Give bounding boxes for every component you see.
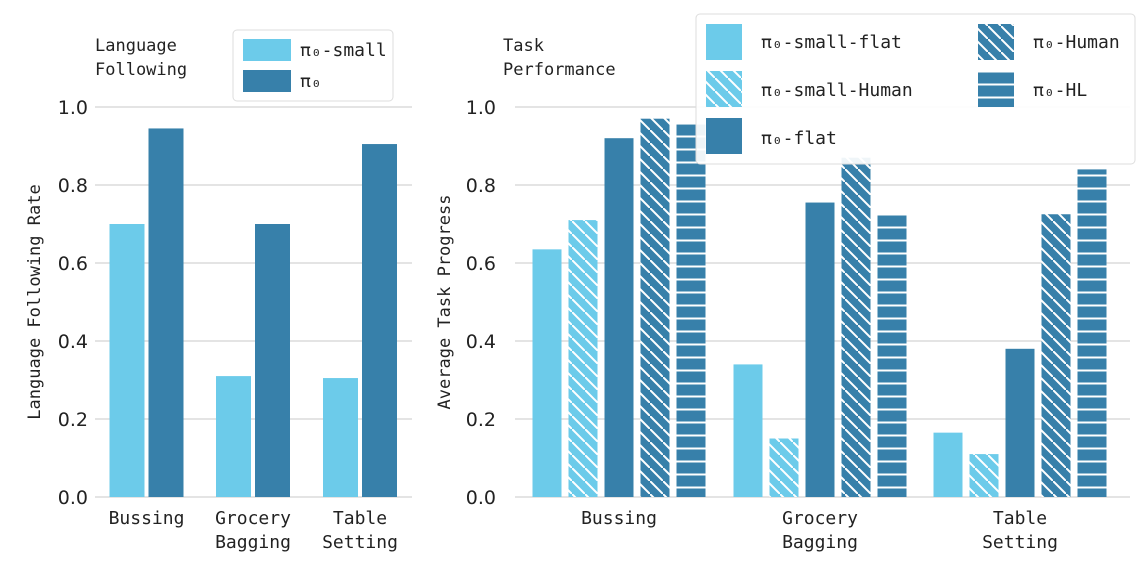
bar-pi0-flat: [805, 202, 835, 498]
bar-pi0-flat: [604, 138, 634, 497]
legend-box: [695, 13, 1136, 165]
bar-pi0-small-human: [568, 220, 598, 497]
chart-title: Performance: [503, 60, 616, 80]
x-tick-label: Grocery: [215, 508, 291, 529]
bar-pi0-small-flat: [733, 364, 763, 497]
y-tick-label: 0.4: [58, 331, 88, 353]
bar-pi0-flat: [1005, 348, 1035, 497]
x-tick-label: Bussing: [109, 508, 185, 529]
bar-pi0-small-flat: [933, 432, 963, 497]
x-tick-label: Grocery: [782, 508, 858, 529]
bar-pi0-human: [841, 157, 871, 497]
legend-swatch-pi0-small: [243, 39, 291, 61]
bar-pi0: [362, 144, 397, 498]
y-tick-label: 0.8: [466, 175, 496, 197]
y-tick-label: 0.2: [58, 409, 88, 431]
x-tick-label: Bagging: [215, 532, 291, 553]
x-tick-label: Setting: [982, 532, 1058, 553]
bar-pi0-small-flat: [532, 249, 562, 497]
y-tick-label: 0.0: [58, 487, 88, 509]
bar-pi0-small: [109, 224, 145, 497]
language-following-panel: 0.0 0.2 0.4 0.6 0.8 1.0 Language Following Rat…: [25, 29, 412, 553]
bar-pi0-small-human: [969, 454, 999, 497]
y-tick-label: 1.0: [466, 97, 496, 119]
x-tick-label: Table: [993, 508, 1047, 529]
bar-pi0-small-human: [769, 438, 799, 497]
legend-label-pi0-hl: π₀-HL: [1033, 80, 1087, 101]
legend-swatch-pi0-hl: [978, 71, 1014, 107]
legend-swatch-pi0-small-flat: [706, 24, 742, 60]
legend-swatch-pi0: [243, 70, 291, 92]
legend-swatch-pi0-flat: [706, 118, 742, 154]
x-tick-label: Table: [333, 508, 387, 529]
bar-pi0-human: [640, 118, 670, 497]
y-tick-label: 0.6: [466, 253, 496, 275]
chart-title: Language: [95, 36, 177, 56]
bar-pi0-small: [323, 378, 358, 497]
y-tick-label: 0.0: [466, 487, 496, 509]
x-tick-label: Bagging: [782, 532, 858, 553]
legend-swatch-pi0-small-human: [706, 71, 742, 107]
chart-title: Following: [95, 60, 187, 80]
y-tick-label: 0.6: [58, 253, 88, 275]
legend-label-pi0-flat: π₀-flat: [761, 128, 837, 149]
legend-label-pi0-small: π₀-small: [300, 40, 387, 61]
bar-pi0-human: [1041, 214, 1071, 497]
legend-label-pi0: π₀: [300, 71, 322, 92]
y-tick-label: 0.2: [466, 409, 496, 431]
legend-swatch-pi0-human: [978, 24, 1014, 60]
legend-label-pi0-human: π₀-Human: [1033, 32, 1120, 53]
bar-pi0-hl: [676, 124, 706, 498]
legend-label-pi0-small-human: π₀-small-Human: [761, 80, 913, 101]
x-tick-label: Bussing: [581, 508, 657, 529]
x-tick-label: Setting: [322, 532, 398, 553]
y-axis-label: Average Task Progress: [435, 195, 455, 410]
y-tick-label: 0.4: [466, 331, 496, 353]
y-axis-label: Language Following Rate: [25, 184, 45, 419]
bar-pi0-hl: [877, 214, 907, 497]
task-performance-panel: 0.0 0.2 0.4 0.6 0.8 1.0 Average Task Progress T…: [435, 13, 1136, 553]
legend-label-pi0-small-flat: π₀-small-flat: [761, 32, 902, 53]
chart-title: Task: [503, 36, 544, 56]
y-tick-label: 0.8: [58, 175, 88, 197]
bar-pi0: [255, 224, 290, 497]
y-tick-label: 1.0: [58, 97, 88, 119]
bar-pi0-hl: [1077, 169, 1107, 497]
bar-pi0-small: [216, 376, 251, 497]
bar-pi0: [148, 128, 184, 497]
